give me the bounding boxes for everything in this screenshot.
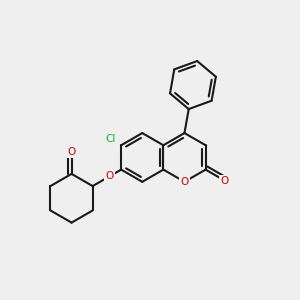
Text: O: O — [105, 171, 114, 181]
Text: O: O — [68, 147, 76, 158]
Text: O: O — [180, 177, 189, 187]
Text: O: O — [220, 176, 229, 186]
Text: Cl: Cl — [106, 134, 116, 144]
